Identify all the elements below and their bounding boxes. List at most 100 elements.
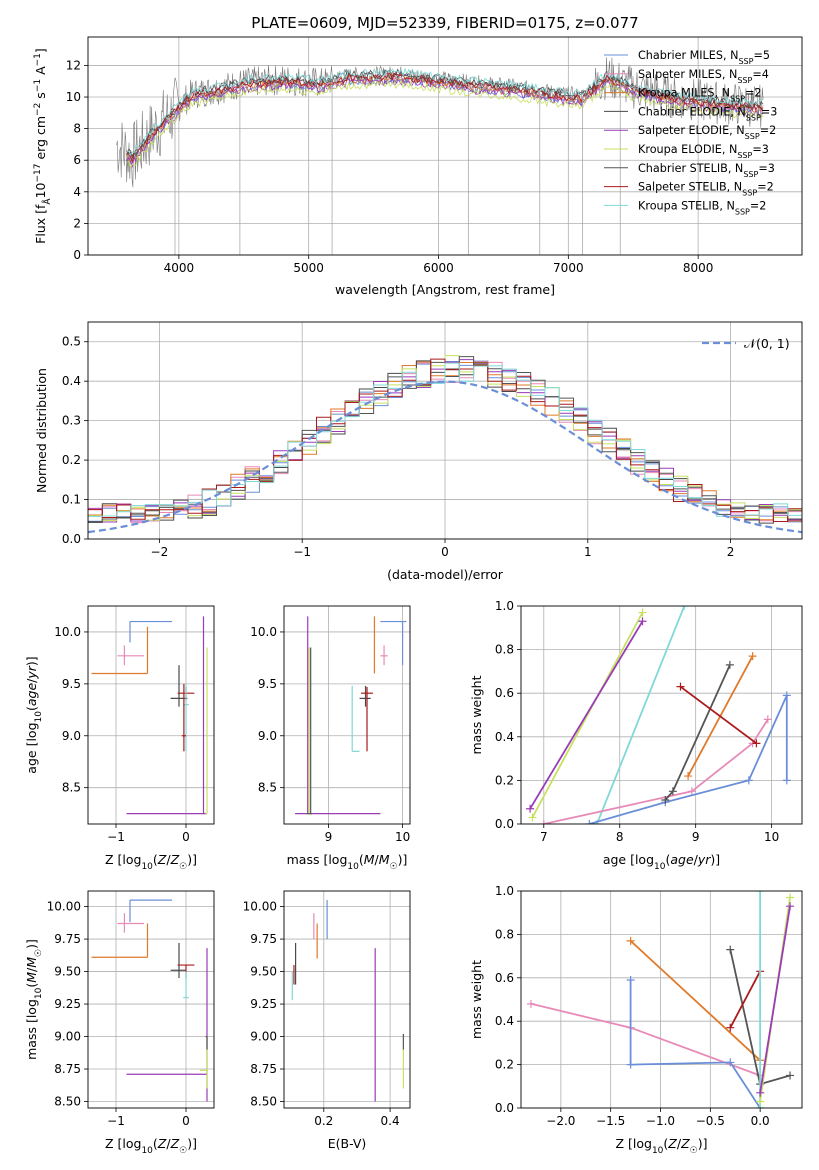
x-axis-label: (data-model)/error — [387, 567, 504, 582]
massweight-line — [543, 718, 769, 824]
legend-entry: Kroupa ELODIE, NSSP=3 — [638, 143, 769, 160]
data-point — [744, 776, 753, 785]
y-axis-label: mass [log10(M/M☉)] — [24, 939, 44, 1060]
tick-label: 0.2 — [495, 1058, 514, 1072]
tick-label: 2 — [727, 545, 735, 559]
tick-label: 12 — [66, 58, 81, 72]
plot-area — [88, 37, 802, 255]
tick-label: 0 — [441, 545, 449, 559]
tick-label: 0.6 — [495, 686, 514, 700]
data-point — [528, 813, 537, 822]
histogram-series — [88, 362, 802, 517]
plot-area — [88, 606, 214, 824]
tick-label: 0.6 — [495, 971, 514, 985]
axes-frame — [520, 605, 803, 825]
tick-label: 10.0 — [250, 625, 277, 639]
data-point — [661, 796, 670, 805]
x-axis-label: age [log10(age/yr)] — [603, 852, 720, 872]
data-point — [687, 787, 696, 796]
data-point — [726, 1058, 735, 1067]
tick-label: 8.50 — [54, 1095, 81, 1109]
tick-label: 0.4 — [381, 1114, 400, 1128]
axes-frame — [283, 890, 411, 1109]
data-point — [726, 1023, 735, 1032]
data-point — [782, 776, 791, 785]
plot-area — [88, 891, 214, 1108]
data-point — [626, 1060, 635, 1069]
tick-label: 10 — [66, 90, 81, 104]
massweight-line — [729, 970, 761, 1029]
legend-entry: Salpeter ELODIE, NSSP=2 — [638, 124, 776, 141]
massweight-vs-age-panel: 7 8 9 10 0.0 0.2 0.4 0.6 0.8 1.0 age [log10(age/yr… — [469, 599, 803, 872]
tick-label: −1 — [107, 830, 125, 844]
tick-label: −1 — [107, 1114, 125, 1128]
legend-entry: Salpeter STELIB, NSSP=2 — [638, 181, 774, 198]
data-point — [638, 617, 647, 626]
spectrum-panel: 4000 5000 6000 7000 8000 0 2 4 6 8 10 12 wavelength … — [33, 36, 803, 297]
data-point — [782, 691, 791, 700]
tick-label: −1 — [293, 545, 311, 559]
tick-label: 0.0 — [495, 1101, 514, 1115]
tick-label: 0.4 — [62, 374, 81, 388]
data-point — [752, 739, 761, 748]
y-axis-label: mass weight — [469, 675, 484, 754]
tick-label: 4000 — [164, 261, 195, 275]
plot-area — [521, 606, 802, 824]
tick-label: 0 — [73, 248, 81, 262]
tick-label: 1.0 — [495, 884, 514, 898]
data-point — [786, 902, 795, 911]
tick-label: 9.5 — [62, 677, 81, 691]
massweight-line — [664, 664, 731, 801]
tick-label: 1 — [584, 545, 592, 559]
tick-label: 0.3 — [62, 414, 81, 428]
axes-frame — [87, 321, 803, 540]
tick-label: 0.2 — [314, 1114, 333, 1128]
figure-title: PLATE=0609, MJD=52339, FIBERID=0175, z=0… — [251, 14, 638, 32]
data-point — [786, 893, 795, 902]
data-point — [526, 999, 535, 1008]
tick-label: 0.0 — [751, 1114, 770, 1128]
tick-label: 0 — [182, 1114, 190, 1128]
data-point — [786, 1071, 795, 1080]
axes-frame — [87, 605, 215, 825]
tick-label: 9 — [692, 830, 700, 844]
tick-label: 0.2 — [495, 773, 514, 787]
legend-entry: Kroupa MILES, NSSP=2 — [638, 87, 762, 104]
y-axis-label: Flux [fÅ10−17 erg cm−2 s−1 A−1] — [33, 48, 53, 244]
y-axis-label: mass weight — [469, 960, 484, 1039]
tick-label: 10 — [764, 830, 779, 844]
tick-label: 0 — [182, 830, 190, 844]
y-axis-label: Normed distribution — [34, 368, 49, 493]
legend-entry: Salpeter MILES, NSSP=4 — [638, 68, 769, 85]
y-axis-label: age [log10(age/yr)] — [24, 656, 44, 773]
tick-label: 0.4 — [495, 730, 514, 744]
data-point — [539, 820, 548, 824]
tick-label: 9.5 — [258, 677, 277, 691]
tick-label: 8.5 — [258, 781, 277, 795]
axes-frame — [520, 890, 803, 1109]
tick-label: 8 — [73, 122, 81, 136]
axes-frame — [87, 890, 215, 1109]
tick-label: 9.00 — [250, 1030, 277, 1044]
tick-label: 9.50 — [54, 965, 81, 979]
tick-label: −2.0 — [546, 1114, 575, 1128]
tick-label: 9.50 — [250, 965, 277, 979]
tick-label: 5000 — [293, 261, 324, 275]
data-point — [756, 1097, 765, 1106]
tick-label: 9.25 — [54, 997, 81, 1011]
x-axis-label: Z [log10(Z/Z☉)] — [105, 1136, 197, 1156]
tick-label: 0.2 — [62, 453, 81, 467]
tick-label: 4 — [73, 185, 81, 199]
tick-label: 0.8 — [495, 927, 514, 941]
data-point — [763, 715, 772, 724]
age-vs-mass-panel: 9 10 8.5 9.0 9.5 10.0 mass [log10(M/M☉)] — [250, 605, 411, 872]
tick-label: −0.5 — [696, 1114, 725, 1128]
tick-label: 9.00 — [54, 1030, 81, 1044]
x-axis-label: E(B-V) — [328, 1136, 367, 1151]
tick-label: 6 — [73, 153, 81, 167]
data-point — [526, 804, 535, 813]
data-point — [756, 1088, 765, 1097]
data-point — [680, 606, 689, 610]
model-line — [126, 79, 764, 169]
